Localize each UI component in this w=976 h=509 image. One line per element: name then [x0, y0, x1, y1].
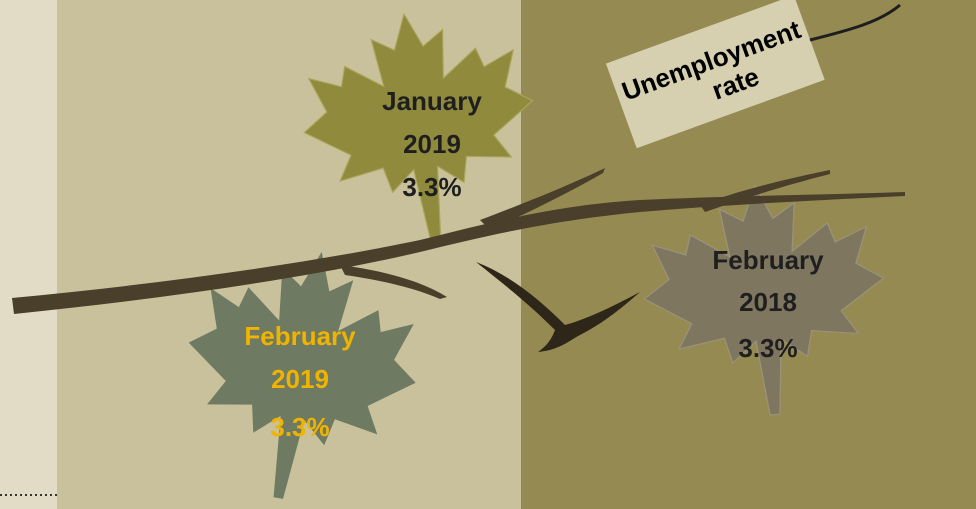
leaf-period: February: [712, 245, 824, 275]
left-panel: [0, 0, 57, 509]
leaf-value: 3.3%: [402, 172, 461, 202]
branch: [12, 192, 905, 314]
tag: Unemployment rate: [605, 0, 825, 149]
leaf-period: February: [244, 321, 356, 351]
leaf-year: 2019: [403, 129, 461, 159]
leaf-value: 3.3%: [738, 333, 797, 363]
label-january: January 2019 3.3%: [382, 86, 482, 202]
label-february-2019: February 2019 3.3%: [244, 321, 356, 442]
leaf-year: 2019: [271, 364, 329, 394]
tag-string: [809, 3, 901, 42]
twig: [340, 265, 447, 299]
twig: [700, 170, 830, 212]
bird: [476, 262, 640, 352]
leaf-year: 2018: [739, 287, 797, 317]
twig: [480, 168, 605, 230]
leaf-value: 3.3%: [270, 412, 329, 442]
label-february-2018: February 2018 3.3%: [712, 245, 824, 363]
leaf-period: January: [382, 86, 482, 116]
